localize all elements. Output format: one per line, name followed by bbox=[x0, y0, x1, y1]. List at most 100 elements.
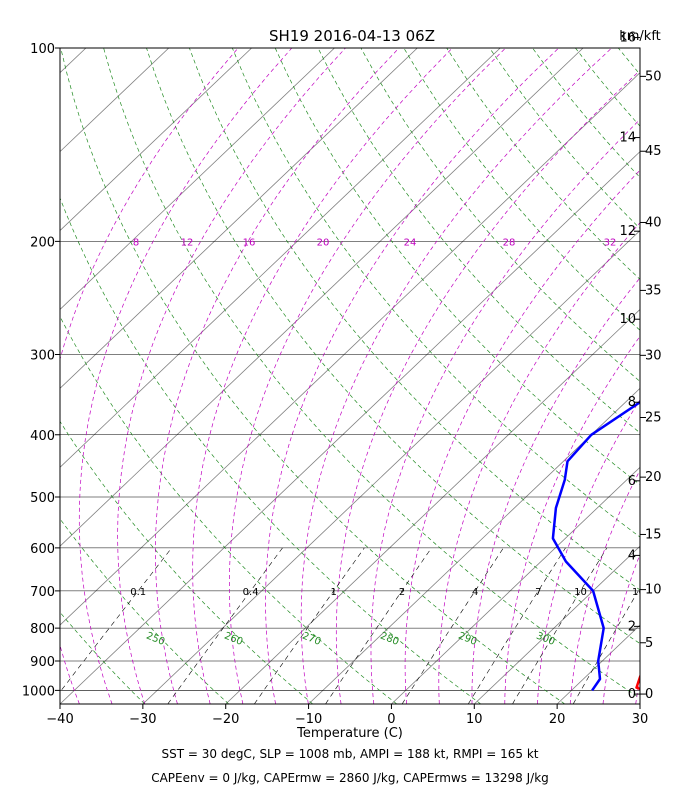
dry-adiabat-line bbox=[360, 48, 640, 382]
mixing-ratio-label: 7 bbox=[535, 587, 541, 598]
dry-adiabat-line bbox=[60, 702, 61, 704]
isotherm-line bbox=[60, 72, 640, 626]
moist-adiabat-label: 24 bbox=[404, 237, 417, 248]
km-tick-label: 14 bbox=[619, 131, 636, 146]
moist-adiabat-line bbox=[438, 222, 640, 704]
isotherm-line bbox=[142, 229, 640, 704]
isotherm-line bbox=[60, 48, 584, 547]
plot-frame bbox=[59, 47, 641, 705]
mixing-ratio-line bbox=[401, 547, 504, 704]
km-tick-label: 4 bbox=[628, 548, 636, 563]
dry-adiabat-line bbox=[489, 48, 640, 229]
dry-adiabat-line bbox=[575, 48, 640, 127]
mixing-ratio-label: 4 bbox=[472, 587, 478, 598]
isotherm-line bbox=[60, 151, 640, 704]
chart-title: SH19 2016-04-13 06Z bbox=[269, 27, 435, 45]
y-tick-label: 600 bbox=[30, 542, 55, 557]
dry-adiabat-line bbox=[103, 48, 640, 699]
caption-line-2: CAPEenv = 0 J/kg, CAPErmw = 2860 J/kg, C… bbox=[151, 771, 549, 785]
isotherm-line bbox=[0, 48, 3, 704]
isotherm-line bbox=[60, 48, 335, 310]
moist-adiabat-label: 20 bbox=[317, 237, 330, 248]
y-tick-label: 400 bbox=[30, 429, 55, 444]
isotherm-line bbox=[60, 48, 501, 468]
profile-lines bbox=[551, 400, 640, 692]
dry-adiabat-label: 280 bbox=[379, 631, 401, 648]
dry-adiabat-line bbox=[189, 48, 640, 591]
isotherm-line bbox=[60, 48, 418, 389]
dry-adiabat-line bbox=[146, 48, 640, 645]
kft-tick-label: 30 bbox=[645, 348, 662, 363]
mixing-ratio-line bbox=[254, 547, 365, 704]
mixing-ratio-line bbox=[167, 547, 283, 704]
kft-tick-label: 40 bbox=[645, 215, 662, 230]
dry-adiabat-line bbox=[231, 48, 640, 538]
x-tick-label: −20 bbox=[212, 712, 239, 727]
isotherm-line bbox=[308, 387, 640, 704]
mixing-ratio-label: 0.1 bbox=[130, 587, 146, 598]
moist-adiabat-label: 12 bbox=[181, 237, 194, 248]
isotherm-line bbox=[60, 48, 252, 232]
kft-tick-label: 25 bbox=[645, 411, 662, 426]
kft-tick-label: 20 bbox=[645, 470, 662, 485]
moist-adiabat-line bbox=[192, 48, 453, 704]
mixing-ratio-line bbox=[512, 547, 608, 704]
km-tick-label: 2 bbox=[628, 619, 636, 634]
dry-adiabat-label: 290 bbox=[457, 631, 479, 648]
x-tick-label: 20 bbox=[549, 712, 566, 727]
moist-adiabat-line bbox=[229, 48, 506, 704]
dry-adiabat-line bbox=[60, 197, 482, 704]
moist-adiabat-line bbox=[569, 469, 640, 704]
moist-adiabat-line bbox=[265, 48, 559, 704]
mixing-ratio-label: 16 bbox=[632, 587, 645, 598]
dry-adiabat-label: 250 bbox=[145, 631, 167, 648]
isotherm-line bbox=[556, 624, 640, 704]
km-tick-label: 6 bbox=[628, 474, 636, 489]
moist-adiabat-line bbox=[60, 48, 239, 704]
moist-adiabat-line bbox=[78, 48, 293, 704]
caption-line-1: SST = 30 degC, SLP = 1008 mb, AMPI = 188… bbox=[161, 747, 538, 761]
x-tick-label: 0 bbox=[387, 712, 395, 727]
isotherm-line bbox=[225, 308, 640, 704]
moist-adiabat-line bbox=[537, 399, 640, 704]
mixing-ratio-label: 1 bbox=[331, 587, 337, 598]
isotherm-line bbox=[474, 545, 640, 704]
mixing-ratio-line bbox=[572, 587, 640, 704]
km-tick-label: 12 bbox=[619, 224, 636, 239]
kft-tick-label: 15 bbox=[645, 527, 662, 542]
dry-adiabat-line bbox=[60, 420, 313, 704]
moist-adiabat-line bbox=[155, 48, 400, 704]
mixing-ratio-line bbox=[467, 547, 566, 704]
mixing-ratio-label: 2 bbox=[399, 587, 405, 598]
kft-tick-label: 35 bbox=[645, 283, 662, 298]
moist-adiabat-line bbox=[117, 48, 346, 704]
moist-adiabat-line bbox=[300, 48, 612, 704]
y-tick-label: 900 bbox=[30, 655, 55, 670]
moist-adiabat-line bbox=[370, 118, 640, 704]
dry-adiabat-line bbox=[60, 48, 566, 704]
y-tick-label: 200 bbox=[30, 235, 55, 250]
mixing-ratio-line bbox=[325, 547, 432, 704]
moist-adiabat-label: 16 bbox=[243, 237, 256, 248]
kft-tick-label: 0 bbox=[645, 687, 653, 702]
x-tick-label: −40 bbox=[46, 712, 73, 727]
moist-adiabat-line bbox=[504, 335, 640, 704]
mixing-ratio-label: 0.4 bbox=[243, 587, 259, 598]
dry-adiabat-line bbox=[661, 48, 700, 704]
x-tick-label: 10 bbox=[466, 712, 483, 727]
moist-adiabat-label: 28 bbox=[503, 237, 516, 248]
height-axis-label: km/kft bbox=[619, 29, 661, 44]
kft-tick-label: 50 bbox=[645, 69, 662, 84]
y-tick-label: 300 bbox=[30, 348, 55, 363]
moist-adiabat-line bbox=[404, 169, 640, 704]
profile-series-line bbox=[551, 400, 640, 692]
isotherm-line bbox=[60, 48, 170, 153]
moist-adiabat-label: 8 bbox=[133, 237, 139, 248]
km-tick-label: 16 bbox=[619, 31, 636, 46]
isotherm-line bbox=[391, 466, 640, 704]
kft-tick-label: 5 bbox=[645, 636, 653, 651]
y-tick-label: 700 bbox=[30, 585, 55, 600]
km-tick-label: 8 bbox=[628, 395, 636, 410]
dry-adiabat-line bbox=[60, 518, 229, 704]
